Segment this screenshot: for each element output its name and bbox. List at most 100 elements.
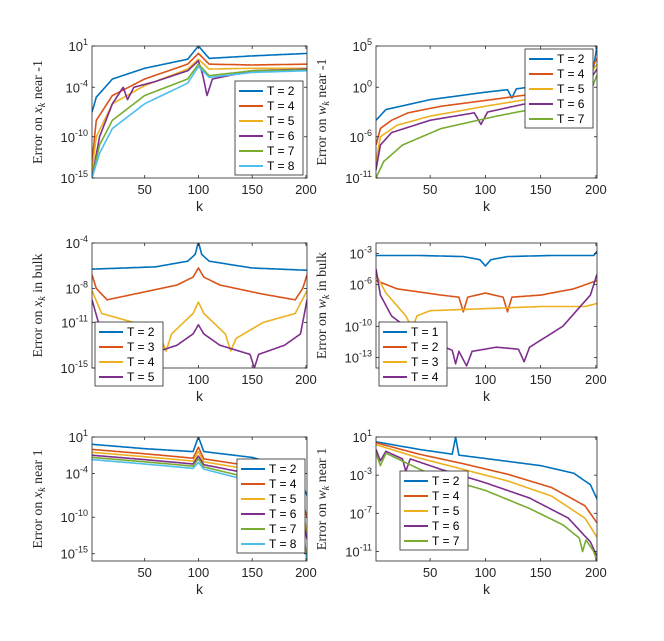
- y-axis-label: Error on wk near -1: [315, 58, 332, 165]
- legend: T = 2T = 4T = 5T = 6T = 7T = 8: [236, 458, 306, 554]
- y-tick-label: 10-4: [66, 78, 88, 95]
- series-line-1: [92, 46, 307, 113]
- legend: T = 2T = 4T = 5T = 6T = 7: [399, 470, 469, 551]
- x-tick-label: 100: [188, 182, 210, 197]
- legend-entry: T = 8: [269, 537, 297, 551]
- subplot-2: 50 100 150 200 10-11 10-6 100 105 k Error on wk n…: [315, 37, 607, 214]
- subplot-6: 50 100 150 200 10-11 10-7 10-3 101 k Error on wk …: [315, 428, 607, 597]
- y-tick-label: 10-4: [66, 464, 88, 481]
- axes-box: [91, 45, 308, 179]
- x-tick-label: 150: [241, 182, 263, 197]
- y-tick-label: 10-4: [66, 234, 88, 251]
- legend: T = 2T = 3T = 4T = 5: [94, 321, 164, 387]
- legend-entry: T = 2: [432, 474, 460, 488]
- x-axis-label: k: [196, 198, 204, 214]
- series-line-4: [376, 449, 597, 557]
- y-tick-label: 10-3: [350, 244, 372, 261]
- legend-entry: T = 7: [557, 112, 585, 126]
- x-tick-label: 100: [475, 565, 497, 580]
- series-line-1: [376, 250, 597, 267]
- series-line-2: [92, 267, 307, 301]
- y-tick-label: 10-11: [345, 542, 372, 559]
- x-tick-label: 100: [188, 372, 210, 387]
- series-line-6: [92, 65, 307, 178]
- y-axis-label: Error on xk near 1: [31, 449, 48, 548]
- x-tick-label: 200: [585, 182, 607, 197]
- x-axis-label: k: [196, 581, 204, 597]
- legend-entry: T = 4: [267, 99, 295, 113]
- x-tick-label: 50: [137, 182, 151, 197]
- y-tick-label: 10-3: [350, 466, 372, 483]
- x-axis-label: k: [483, 581, 491, 597]
- y-tick-label: 10-8: [66, 279, 88, 296]
- legend-entry: T = 5: [432, 504, 460, 518]
- series-line-3: [92, 290, 307, 352]
- y-tick-label: 10-6: [350, 276, 372, 293]
- legend-entry: T = 2: [267, 84, 295, 98]
- y-tick-label: 10-11: [61, 314, 88, 331]
- series-line-2: [92, 52, 307, 162]
- series-line-5: [92, 63, 307, 178]
- legend-entry: T = 7: [267, 144, 295, 158]
- axes-box: [375, 242, 598, 369]
- series-line-5: [376, 452, 597, 561]
- legend-entry: T = 5: [557, 82, 585, 96]
- x-axis-label: k: [196, 388, 204, 404]
- legend: T = 1T = 2T = 3T = 4: [378, 321, 448, 387]
- x-tick-label: 150: [241, 565, 263, 580]
- legend-entry: T = 2: [269, 462, 297, 476]
- legend-entry: T = 4: [269, 477, 297, 491]
- y-axis-label: Error on wk in bulk: [315, 252, 332, 359]
- y-tick-label: 10-13: [345, 349, 372, 366]
- legend-entry: T = 7: [432, 534, 460, 548]
- y-tick-label: 10-15: [61, 359, 88, 376]
- legend-entry: T = 4: [557, 67, 585, 81]
- series-line-3: [376, 273, 597, 330]
- x-tick-label: 50: [423, 182, 437, 197]
- y-tick-label: 10-15: [61, 169, 88, 186]
- legend-entry: T = 5: [267, 114, 295, 128]
- legend: T = 2T = 4T = 5T = 6T = 7: [524, 48, 594, 129]
- x-tick-label: 200: [585, 565, 607, 580]
- x-tick-label: 200: [295, 372, 317, 387]
- series-line-1: [376, 437, 597, 500]
- legend-entry: T = 2: [411, 340, 439, 354]
- x-tick-label: 150: [530, 372, 552, 387]
- x-tick-label: 100: [475, 182, 497, 197]
- legend-entry: T = 6: [269, 507, 297, 521]
- legend-entry: T = 6: [432, 519, 460, 533]
- legend-entry: T = 4: [432, 489, 460, 503]
- y-tick-label: 101: [353, 428, 372, 445]
- legend-entry: T = 5: [269, 492, 297, 506]
- y-tick-label: 100: [353, 78, 372, 95]
- series-line-3: [92, 58, 307, 170]
- legend-entry: T = 3: [411, 355, 439, 369]
- x-tick-label: 150: [530, 182, 552, 197]
- y-tick-label: 10-6: [350, 128, 372, 145]
- x-tick-label: 50: [137, 565, 151, 580]
- y-axis-label: Error on xk near -1: [31, 60, 48, 164]
- axes-box: [91, 436, 308, 562]
- axes-box: [375, 45, 598, 179]
- y-tick-label: 105: [353, 37, 372, 54]
- x-tick-label: 150: [241, 372, 263, 387]
- legend-entry: T = 2: [127, 325, 155, 339]
- axes-box: [91, 242, 308, 369]
- series-line-1: [92, 243, 307, 272]
- x-tick-label: 200: [585, 372, 607, 387]
- series-line-3: [376, 443, 597, 538]
- legend-entry: T = 6: [267, 129, 295, 143]
- x-tick-label: 100: [188, 565, 210, 580]
- x-tick-label: 150: [530, 565, 552, 580]
- x-tick-label: 200: [295, 565, 317, 580]
- x-tick-label: 50: [423, 565, 437, 580]
- x-tick-label: 200: [295, 182, 317, 197]
- y-tick-label: 10-10: [61, 128, 88, 145]
- legend-entry: T = 7: [269, 522, 297, 536]
- y-axis-label: Error on wk near 1: [315, 448, 332, 550]
- y-tick-label: 10-10: [61, 508, 88, 525]
- legend-entry: T = 4: [411, 370, 439, 384]
